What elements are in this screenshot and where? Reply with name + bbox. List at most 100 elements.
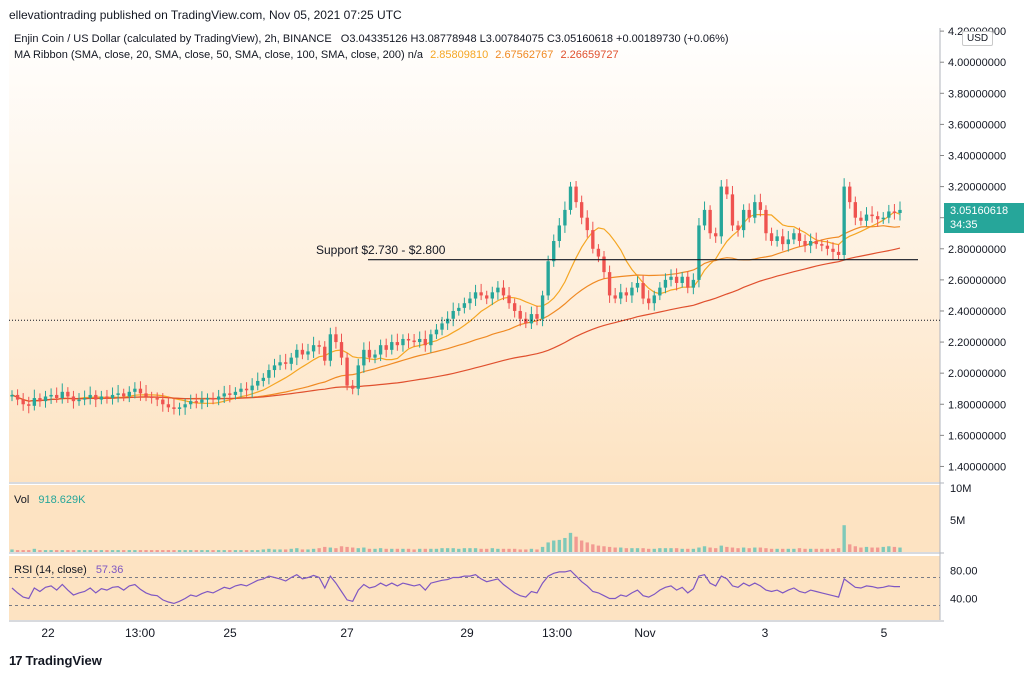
volume-bar (60, 550, 64, 552)
volume-bar (390, 548, 394, 552)
volume-bar (859, 547, 863, 552)
volume-bar (177, 550, 182, 552)
candle-body (133, 388, 137, 392)
candle-body (825, 245, 830, 249)
rsi-pane-bg (9, 556, 940, 620)
candle-body (49, 394, 53, 397)
symbol-legend[interactable]: Enjin Coin / US Dollar (calculated by Tr… (14, 33, 729, 45)
candle-body (267, 370, 271, 378)
volume-bar (468, 548, 472, 552)
candle-body (166, 404, 171, 408)
volume-bar (730, 547, 735, 552)
volume-bar (797, 548, 802, 552)
rsi-legend[interactable]: RSI (14, close) 57.36 (14, 564, 123, 576)
volume-bar (278, 549, 282, 552)
candle-body (88, 394, 92, 399)
candle-body (172, 407, 176, 409)
volume-bar (490, 548, 494, 552)
candle-body (792, 233, 796, 240)
last-price-label: 3.05160618 34:35 (944, 203, 1024, 233)
candle-body (250, 385, 254, 391)
volume-tick-label: 5M (950, 515, 965, 527)
volume-bar (38, 550, 42, 552)
volume-bar (43, 550, 48, 552)
volume-bar (283, 549, 288, 552)
candle-body (356, 365, 360, 389)
candle-body (585, 217, 589, 231)
candle-body (278, 362, 282, 366)
candle-body (434, 329, 439, 335)
volume-bar (892, 546, 897, 552)
volume-bar (842, 525, 846, 552)
candle-body (501, 287, 506, 296)
candle-body (60, 391, 64, 399)
candle-body (161, 399, 165, 405)
candle-body (289, 357, 293, 364)
candle-body (395, 342, 400, 346)
volume-bar (99, 550, 104, 552)
candle-body (311, 345, 316, 352)
candle-body (674, 276, 679, 283)
volume-bar (574, 536, 578, 552)
volume-bars (10, 525, 902, 552)
volume-bar (367, 548, 372, 552)
candle-body (205, 398, 210, 400)
price-tick-label: 3.60000000 (948, 119, 1006, 131)
tradingview-mark-icon: 17 (9, 653, 23, 668)
candle-body (384, 345, 388, 350)
ohlc-values: O3.04335126 H3.08778948 L3.00784075 C3.0… (340, 33, 729, 45)
volume-bar (814, 548, 818, 552)
volume-bar (127, 550, 131, 552)
currency-button[interactable]: USD (962, 31, 994, 46)
candle-body (328, 334, 333, 361)
volume-bar (887, 546, 891, 552)
candle-body (183, 404, 187, 408)
ma-ribbon-legend[interactable]: MA Ribbon (SMA, close, 20, SMA, close, 5… (14, 49, 619, 61)
volume-bar (49, 550, 53, 552)
ma100-value: 2.26659727 (560, 49, 619, 61)
candle-body (881, 217, 885, 220)
volume-bar (250, 550, 254, 552)
candle-body (602, 256, 606, 273)
volume-bar (166, 550, 171, 552)
candle-body (239, 388, 243, 392)
volume-bar (747, 548, 751, 552)
candle-body (367, 349, 372, 358)
tradingview-logo[interactable]: 17 TradingView (9, 653, 102, 668)
volume-bar (535, 549, 539, 552)
volume-bar (708, 547, 712, 552)
candle-body (552, 241, 556, 262)
volume-bar (836, 548, 841, 552)
volume-bar (825, 548, 830, 552)
volume-bar (451, 548, 455, 552)
rsi-tick-label: 40.00 (950, 594, 978, 606)
volume-bar (216, 550, 221, 552)
candle-body (485, 295, 489, 299)
volume-bar (189, 550, 193, 552)
candle-body (211, 398, 215, 400)
volume-legend[interactable]: Vol 918.629K (14, 494, 85, 506)
volume-bar (848, 544, 852, 552)
candle-body (55, 394, 59, 399)
time-axis: 22 13:00 25 27 29 13:00 Nov 3 5 (41, 626, 887, 640)
volume-tick-label: 10M (950, 483, 971, 495)
volume-bar (356, 548, 360, 552)
candle-body (892, 211, 897, 214)
volume-bar (853, 546, 857, 552)
candle-body (680, 276, 684, 283)
volume-bar (579, 540, 584, 552)
candle-body (116, 393, 120, 395)
volume-bar (479, 548, 483, 552)
volume-bar (445, 548, 450, 552)
chart-panes (9, 28, 944, 622)
volume-bar (647, 548, 651, 552)
bar-countdown: 34:35 (950, 219, 978, 231)
candle-body (189, 401, 193, 405)
volume-bar (635, 548, 640, 552)
volume-bar (110, 550, 115, 552)
candle-body (283, 362, 288, 364)
rsi-pane (9, 569, 940, 606)
ma20-value: 2.85809810 (430, 49, 489, 61)
candle-body (630, 287, 634, 296)
volume-bar (328, 547, 333, 552)
